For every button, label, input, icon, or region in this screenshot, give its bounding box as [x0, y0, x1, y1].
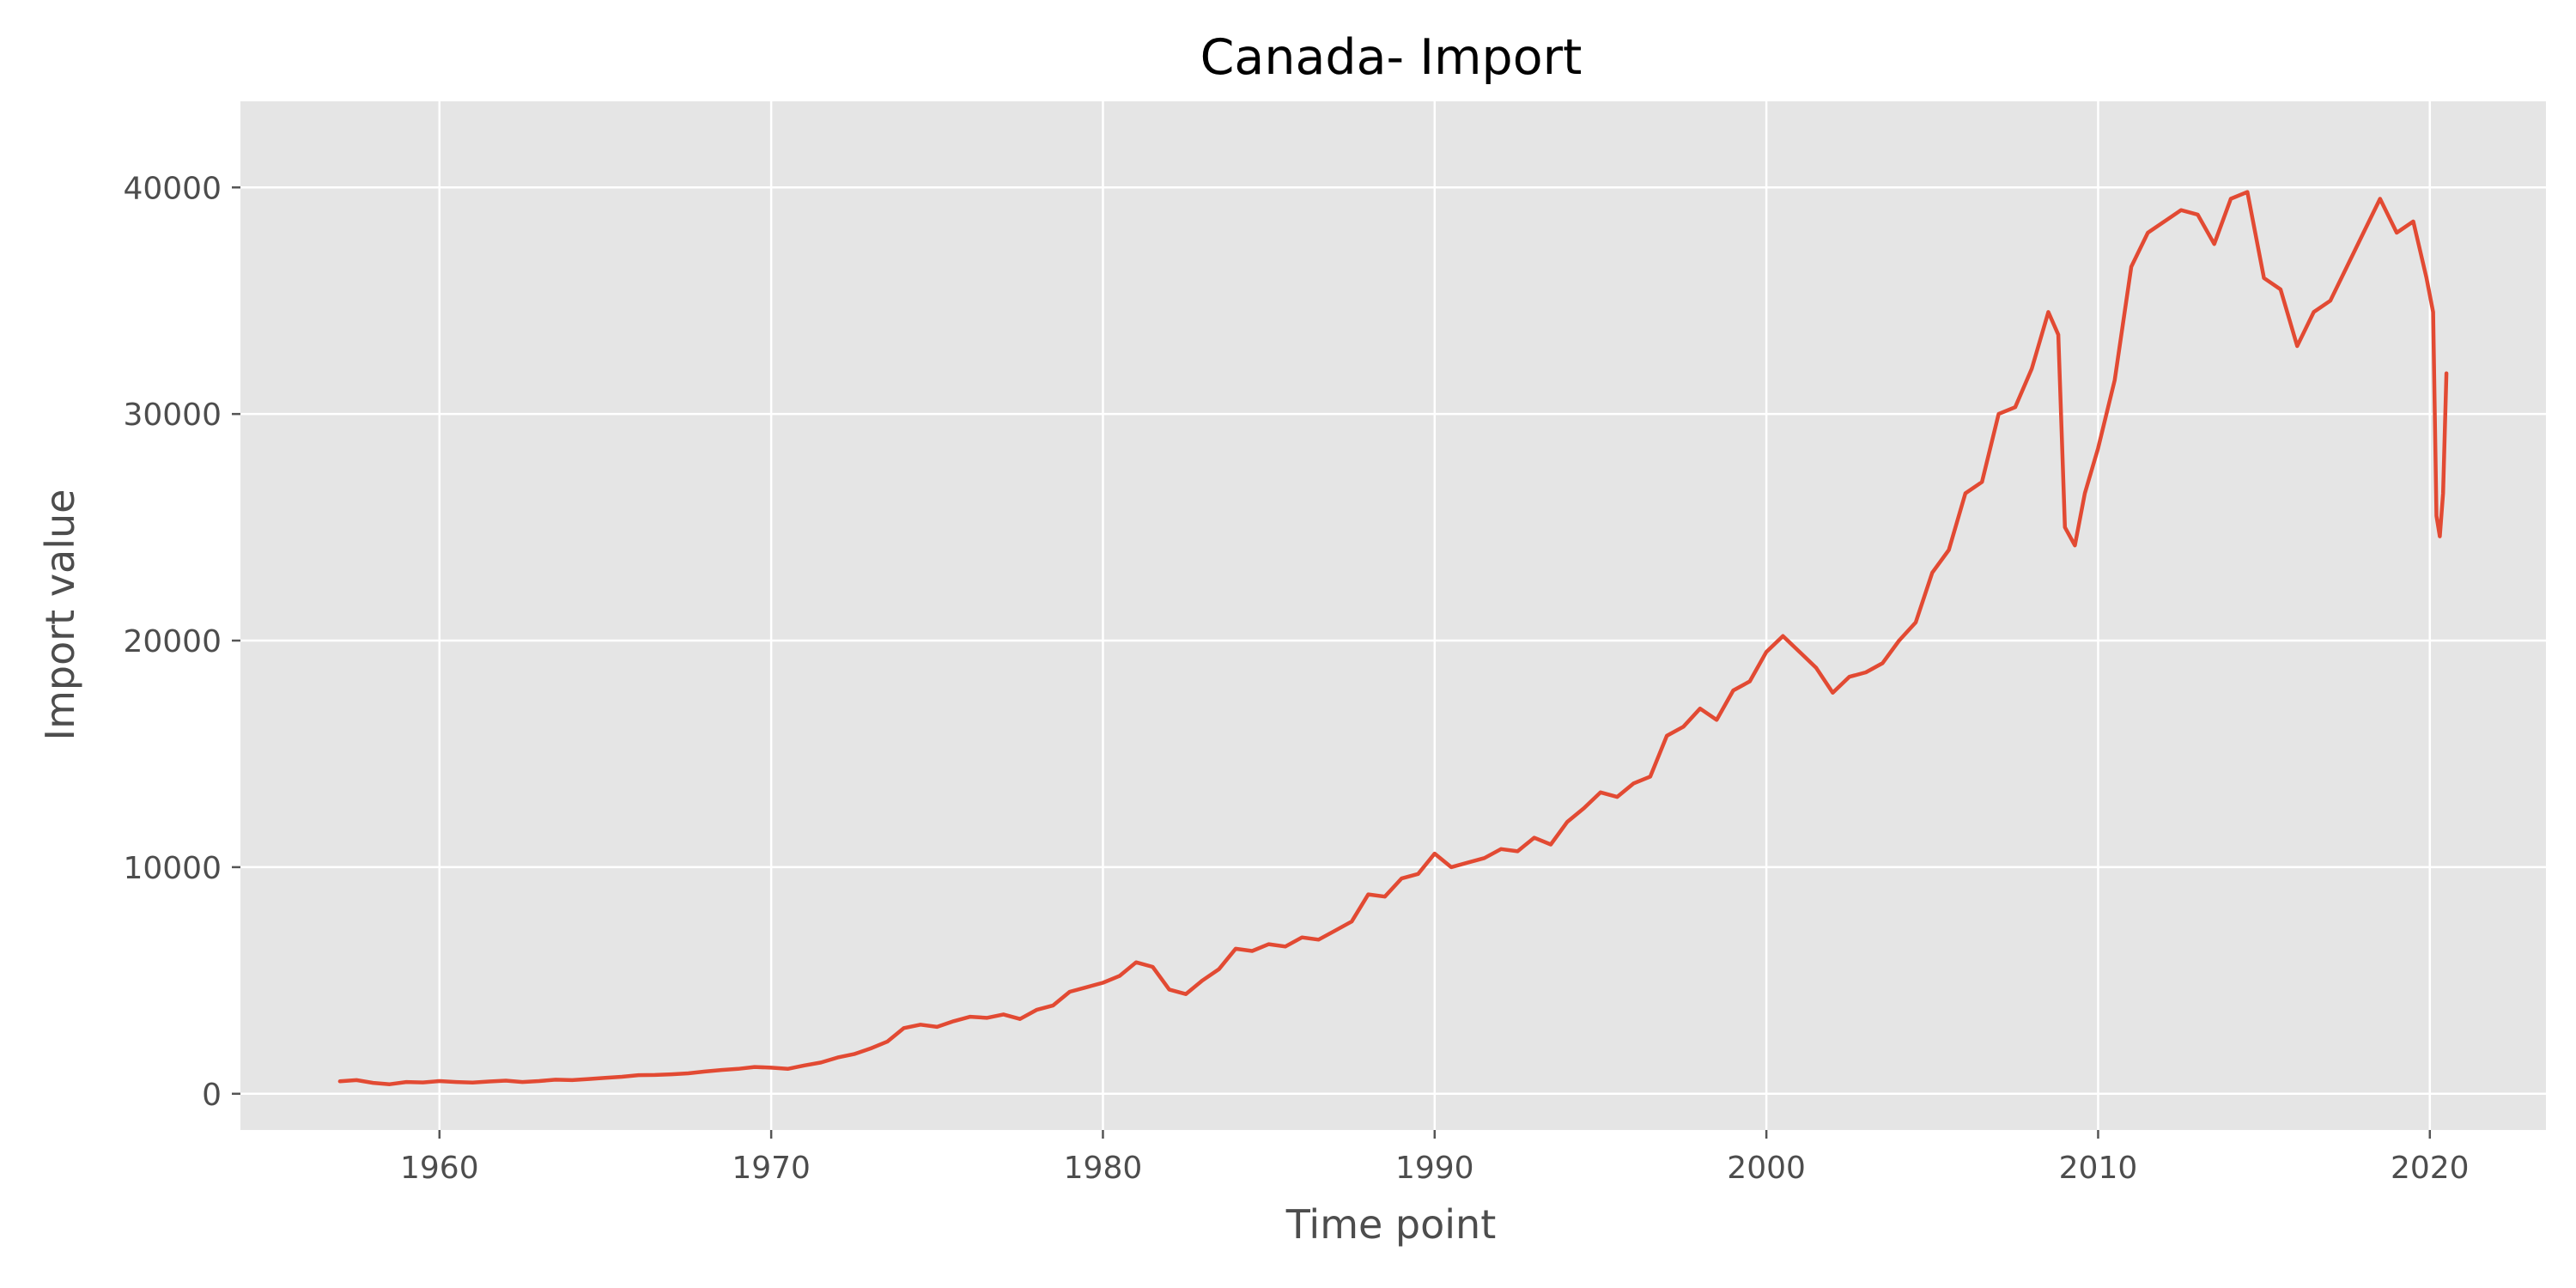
- series-layer: [337, 190, 2449, 1086]
- y-tick-label: 0: [202, 1078, 222, 1113]
- chart-title: Canada- Import: [1200, 29, 1583, 86]
- x-tick-label: 1980: [1064, 1151, 1143, 1186]
- y-tick-label: 30000: [123, 398, 222, 433]
- x-tick-label: 1990: [1395, 1151, 1474, 1186]
- x-tick-label: 2010: [2059, 1151, 2138, 1186]
- x-axis-title: Time point: [1285, 1201, 1497, 1248]
- y-tick-label: 10000: [123, 851, 222, 886]
- axis-ticks: [232, 186, 2432, 1139]
- y-tick-labels: 0 10000 20000 30000 40000: [123, 171, 222, 1113]
- plot-background: [240, 101, 2546, 1130]
- grid-lines: [240, 101, 2546, 1130]
- y-axis-title: Import value: [37, 489, 83, 741]
- y-tick-label: 20000: [123, 624, 222, 659]
- x-tick-label: 2000: [1727, 1151, 1806, 1186]
- x-tick-label: 2020: [2391, 1151, 2470, 1186]
- series-line: [337, 190, 2449, 1086]
- y-tick-label: 40000: [123, 171, 222, 206]
- x-tick-label: 1970: [732, 1151, 811, 1186]
- x-tick-labels: 1960 1970 1980 1990 2000 2010 2020: [400, 1151, 2470, 1186]
- x-tick-label: 1960: [400, 1151, 479, 1186]
